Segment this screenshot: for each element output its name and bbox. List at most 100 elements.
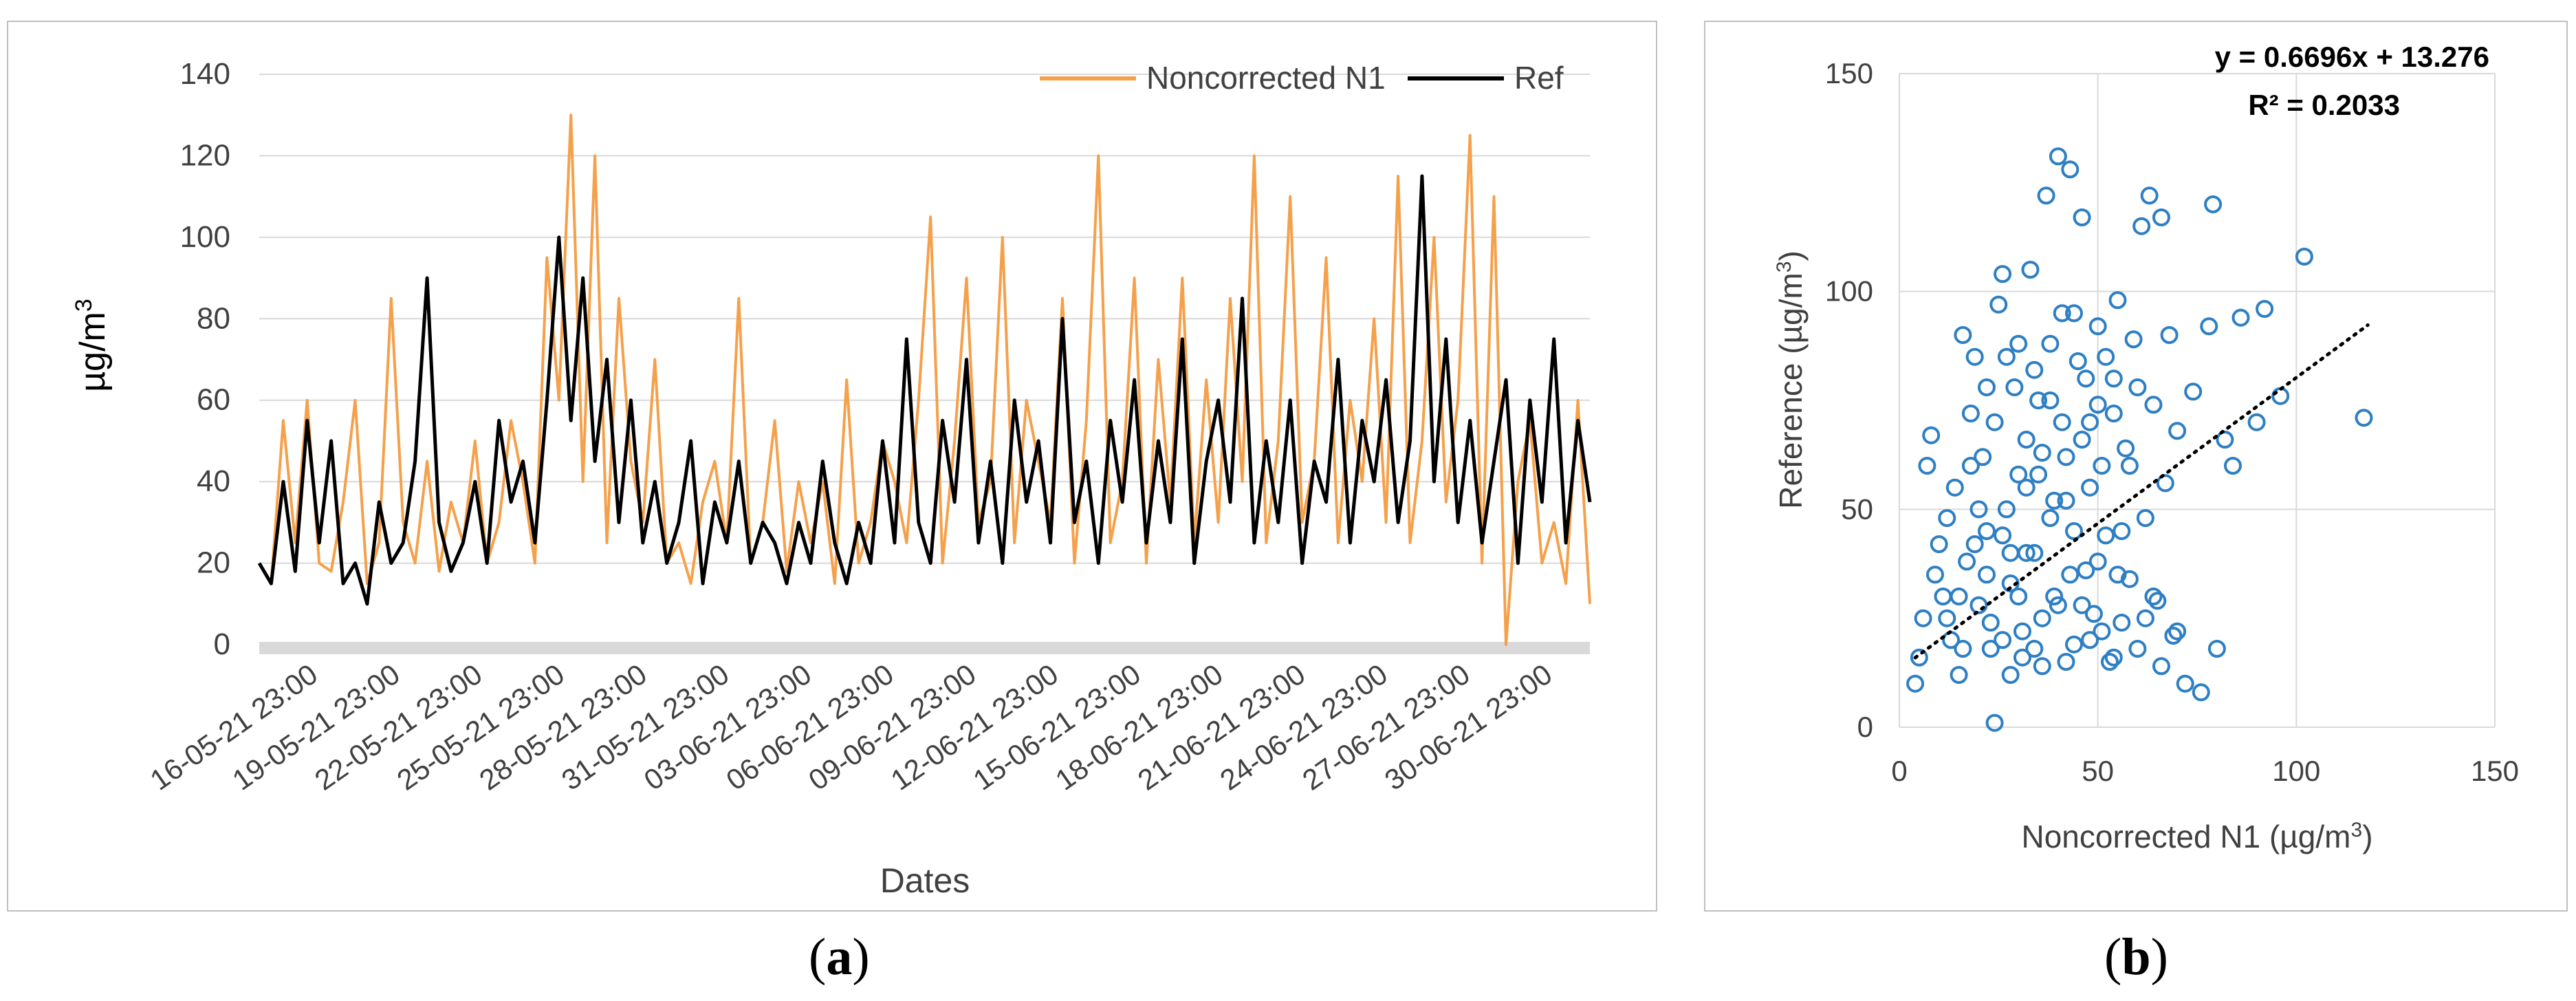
scatter-point: [2136, 509, 2154, 527]
scatter-point: [2160, 326, 2179, 344]
scatter-point: [2204, 195, 2223, 213]
y-tick-label: 20: [197, 546, 230, 580]
y-tick-label: 140: [180, 57, 230, 91]
scatter-point: [2108, 291, 2127, 310]
scatter-point: [2247, 413, 2266, 431]
y-tick-label: 100: [1825, 275, 1873, 308]
trendline-equation: y = 0.6696x + 13.276: [2215, 41, 2489, 73]
scatter-point: [2017, 478, 2035, 497]
legend-label-noncorrected-n1: Noncorrected N1: [1146, 60, 1386, 96]
scatter-point: [1997, 500, 2016, 519]
y-axis-title-suffix: ): [1773, 250, 1809, 261]
scatter-point: [1997, 347, 2016, 366]
scatter-point: [2152, 208, 2170, 226]
scatter-point: [2081, 413, 2099, 431]
scatter-point: [2097, 347, 2115, 366]
scatter-point: [2069, 352, 2087, 370]
scatter-point: [2057, 653, 2075, 671]
scatter-point: [2093, 457, 2111, 475]
y-tick-label: 0: [214, 627, 230, 661]
scatter-point: [1926, 566, 1944, 584]
scatter-point: [1906, 674, 1925, 693]
scatter-point: [2132, 217, 2151, 235]
scatter-point: [1910, 648, 1928, 667]
y-tick-label: 0: [1857, 711, 1873, 743]
scatter-point: [2355, 409, 2373, 427]
scatter-point: [1954, 640, 1972, 658]
scatter-point: [2117, 439, 2135, 458]
x-axis-title-suffix: ): [2362, 819, 2372, 854]
scatter-point: [2001, 666, 2020, 684]
y-axis-title: µg/m3: [71, 299, 113, 392]
scatter-point: [2009, 588, 2028, 605]
trendline: [1913, 323, 2370, 660]
scatter-point: [2025, 640, 2044, 658]
scatter-point: [1994, 265, 2012, 283]
scatter-point: [2041, 391, 2060, 409]
scatter-point: [2033, 444, 2051, 462]
scatter-point: [2057, 448, 2075, 466]
line-chart-panel: 0 20 40 60 80 100 120 140 16-05-21 23:00 19-05-21…: [7, 21, 1657, 912]
scatter-point: [2077, 561, 2095, 579]
r-squared-label: R² = 0.2033: [2248, 89, 2400, 121]
scatter-point: [2144, 396, 2163, 414]
y-tick-label: 80: [197, 301, 230, 335]
x-tick-label: 0: [1891, 755, 1907, 787]
y-axis-title-superscript: 3: [71, 299, 97, 312]
scatter-point: [2256, 300, 2274, 318]
legend-label-ref: Ref: [1514, 60, 1564, 96]
scatter-point: [1994, 631, 2012, 649]
scatter-point: [2152, 657, 2170, 676]
y-tick-label: 120: [180, 138, 230, 172]
scatter-point: [1954, 326, 1972, 344]
scatter-point: [1950, 588, 1968, 605]
scatter-point: [1922, 426, 1941, 444]
x-tick-label: 50: [2082, 755, 2114, 787]
scatter-point: [1965, 535, 1984, 553]
scatter-point: [2120, 457, 2139, 475]
scatter-point: [2231, 308, 2250, 327]
scatter-point: [1950, 666, 1968, 684]
scatter-point: [2029, 391, 2048, 409]
scatter-point: [2192, 683, 2210, 702]
scatter-point: [2073, 208, 2091, 226]
scatter-point: [2025, 360, 2044, 379]
scatter-point: [1981, 614, 2000, 632]
scatter-point: [2184, 383, 2203, 401]
scatter-point: [2144, 588, 2163, 605]
scatter-point: [2061, 566, 2080, 584]
scatter-point: [2017, 543, 2035, 562]
scatter-point: [2045, 491, 2064, 510]
scatter-point: [2104, 369, 2123, 388]
scatter-point: [2156, 474, 2174, 493]
scatter-point: [2216, 431, 2234, 449]
scatter-point: [2081, 631, 2099, 649]
scatter-point: [2271, 387, 2290, 405]
scatter-point: [2065, 304, 2083, 323]
scatter-chart-panel: 0 50 100 150 0 50 100 150 y = 0.6696x + 13.276 R²…: [1704, 21, 2568, 912]
scatter-point: [2009, 334, 2028, 353]
scatter-point: [1938, 609, 1956, 627]
scatter-point: [2164, 627, 2183, 645]
scatter-point: [2013, 648, 2031, 667]
scatter-point: [2033, 609, 2051, 627]
scatter-point: [2033, 657, 2051, 676]
scatter-point: [2049, 147, 2067, 166]
scatter-point: [1969, 500, 1988, 519]
scatter-point: [2104, 405, 2123, 422]
y-tick-label: 100: [180, 220, 230, 254]
y-tick-label: 150: [1825, 57, 1873, 89]
scatter-point: [2128, 640, 2147, 658]
y-tick-label: 40: [197, 464, 230, 498]
scatter-point: [2168, 622, 2187, 641]
scatter-point: [2136, 609, 2154, 627]
scatter-chart: 0 50 100 150 0 50 100 150 y = 0.6696x + 13.276 R²…: [1773, 41, 2520, 854]
scatter-point: [2017, 431, 2035, 449]
scatter-point: [2140, 186, 2159, 205]
scatter-point: [1938, 509, 1956, 527]
x-axis-title: Dates: [880, 861, 970, 900]
scatter-point: [2207, 640, 2226, 658]
scatter-point: [2049, 596, 2067, 614]
scatter-point: [2009, 465, 2028, 484]
